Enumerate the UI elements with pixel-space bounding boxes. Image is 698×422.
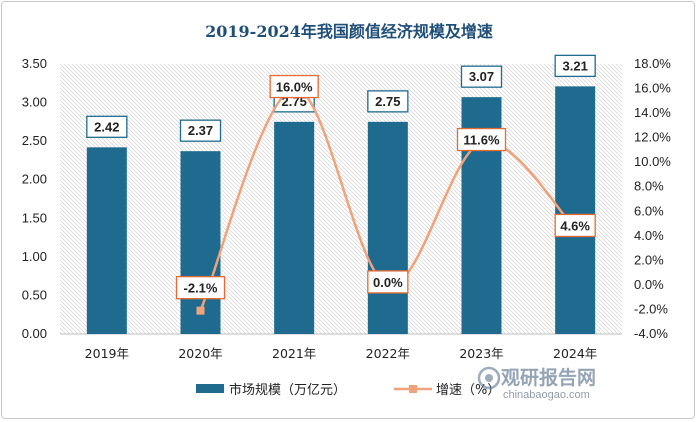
growth-data-label-box: [554, 213, 596, 238]
bar: [86, 147, 127, 334]
legend-line-marker: [409, 385, 417, 393]
bar-data-label-box: [367, 90, 409, 113]
left-axis-tick-label: 0.50: [22, 287, 47, 302]
legend-bar-label: 市场规模（万亿元）: [229, 382, 346, 398]
growth-data-label: 0.0%: [367, 270, 409, 294]
right-axis-tick-label: 2.0%: [634, 252, 664, 267]
growth-data-label: 16.0%: [269, 74, 319, 99]
growth-data-label-box: [175, 276, 226, 300]
right-axis-tick-label: -2.0%: [634, 301, 668, 316]
right-axis-tick-label: -4.0%: [634, 326, 668, 341]
bar: [555, 86, 596, 334]
left-axis-tick-label: 3.50: [22, 56, 47, 71]
growth-marker: [196, 306, 205, 315]
right-axis-tick-label: 6.0%: [634, 203, 664, 218]
bar: [367, 121, 408, 334]
growth-data-label-text: 4.6%: [560, 218, 590, 233]
left-axis-tick-label: 2.00: [22, 172, 47, 187]
right-axis: -4.0% -2.0% 0.0% 2.0% 4.0% 6.0% 8.0% 10.0% 12.0%…: [634, 56, 671, 341]
left-axis-tick-label: 1.00: [22, 249, 47, 264]
legend-line-label: 增速（%）: [436, 383, 500, 398]
growth-data-label-text: -2.1%: [184, 281, 218, 296]
bar-data-label: 2.37: [179, 119, 222, 142]
left-axis-tick-label: 1.50: [22, 210, 47, 225]
bar-data-label-text: 2.75: [375, 94, 400, 109]
plot-area: [60, 64, 622, 334]
bar-data-label-text: 3.21: [563, 58, 588, 73]
growth-data-labels: -2.1% 16.0% 0.0% 11.6% 4.6%: [175, 74, 596, 300]
x-axis-tick-label: 2021年: [272, 346, 316, 361]
x-axis-tick-label: 2024年: [553, 346, 597, 361]
chart-title: 2019-2024年我国颜值经济规模及增速: [205, 22, 493, 41]
right-axis-tick-label: 16.0%: [634, 81, 671, 96]
right-axis-tick-label: 0.0%: [634, 277, 664, 292]
watermark-logo-icon: [477, 366, 501, 390]
legend-bar-swatch: [196, 384, 224, 393]
x-axis: 2019年 2020年 2021年 2022年 2023年 2024年: [85, 346, 598, 361]
right-axis-tick-label: 4.0%: [634, 228, 664, 243]
bar-data-label-box: [179, 119, 222, 142]
growth-data-label-text: 0.0%: [373, 275, 403, 290]
x-axis-tick-label: 2023年: [459, 346, 503, 361]
bar-data-label: 2.75: [367, 90, 409, 113]
growth-data-label-text: 11.6%: [463, 133, 500, 148]
x-axis-tick-label: 2019年: [85, 346, 129, 361]
x-axis-tick-label: 2020年: [178, 346, 222, 361]
bar-data-label-text: 2.37: [188, 123, 213, 138]
bar-data-label-text: 2.42: [94, 119, 119, 134]
right-axis-tick-label: 12.0%: [634, 130, 671, 145]
bar-data-label-box: [460, 65, 503, 88]
bar-data-label-box: [554, 54, 596, 78]
growth-data-label-text: 16.0%: [276, 80, 313, 95]
watermark: 观研报告网 chinabaogao.com: [477, 366, 596, 401]
bar-data-label: 2.42: [86, 115, 128, 138]
left-axis-tick-label: 3.00: [22, 95, 47, 110]
bar: [274, 121, 315, 334]
growth-data-label: -2.1%: [175, 276, 226, 300]
bar-data-label: 3.21: [554, 54, 596, 78]
growth-data-label: 11.6%: [456, 127, 507, 152]
right-axis-tick-label: 18.0%: [634, 56, 671, 71]
left-axis-tick-label: 0.00: [22, 326, 47, 341]
growth-data-label-box: [456, 127, 507, 152]
x-axis-tick-label: 2022年: [366, 346, 410, 361]
right-axis-tick-label: 8.0%: [634, 179, 664, 194]
left-axis: 0.00 0.50 1.00 1.50 2.00 2.50 3.00 3.50: [22, 56, 47, 341]
bar-data-label-text: 3.07: [469, 69, 494, 84]
bar-data-label-box: [86, 115, 128, 138]
bar-data-label: 3.07: [460, 65, 503, 88]
bar: [180, 151, 221, 334]
growth-data-label-box: [367, 270, 409, 294]
growth-data-label: 4.6%: [554, 213, 596, 238]
watermark-url: chinabaogao.com: [503, 389, 590, 401]
right-axis-tick-label: 14.0%: [634, 105, 671, 120]
growth-data-label-box: [269, 74, 319, 99]
left-axis-tick-label: 2.50: [22, 133, 47, 148]
legend: 市场规模（万亿元） 增速（%）: [196, 382, 500, 398]
right-axis-tick-label: 10.0%: [634, 154, 671, 169]
watermark-text: 观研报告网: [501, 366, 596, 389]
